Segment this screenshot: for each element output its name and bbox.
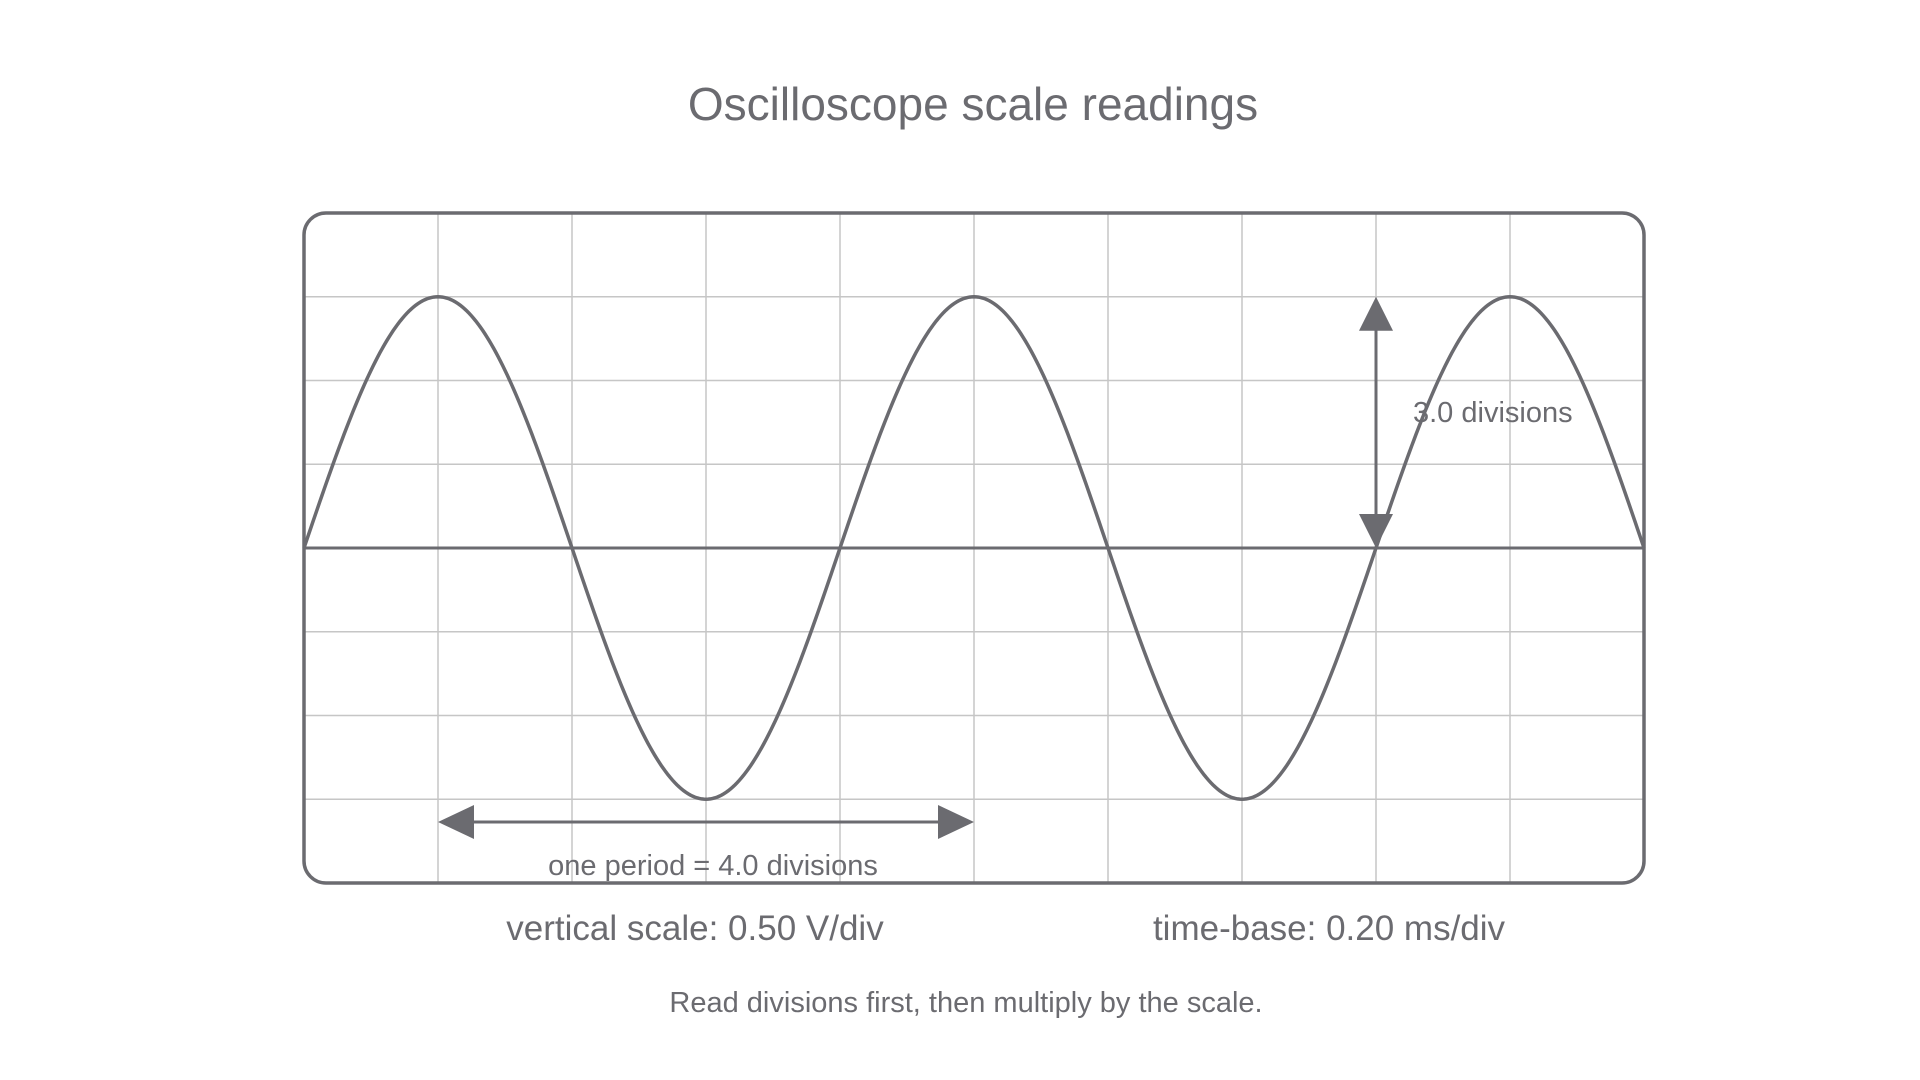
timebase-label: time-base: 0.20 ms/div xyxy=(1153,909,1506,948)
amplitude-label: 3.0 divisions xyxy=(1413,397,1573,429)
period-arrow-head-left xyxy=(438,805,474,839)
period-label: one period = 4.0 divisions xyxy=(548,850,878,882)
instruction-hint: Read divisions first, then multiply by t… xyxy=(669,987,1262,1019)
period-arrow xyxy=(438,805,974,839)
period-arrow-head-right xyxy=(938,805,974,839)
amplitude-arrow-head-bottom xyxy=(1359,514,1393,548)
amplitude-arrow xyxy=(1359,296,1393,548)
diagram-title: Oscilloscope scale readings xyxy=(688,78,1258,130)
vertical-scale-label: vertical scale: 0.50 V/div xyxy=(506,909,884,948)
sine-trace xyxy=(302,294,1646,802)
screen-frame xyxy=(302,211,1646,885)
amplitude-arrow-head-top xyxy=(1359,296,1393,331)
